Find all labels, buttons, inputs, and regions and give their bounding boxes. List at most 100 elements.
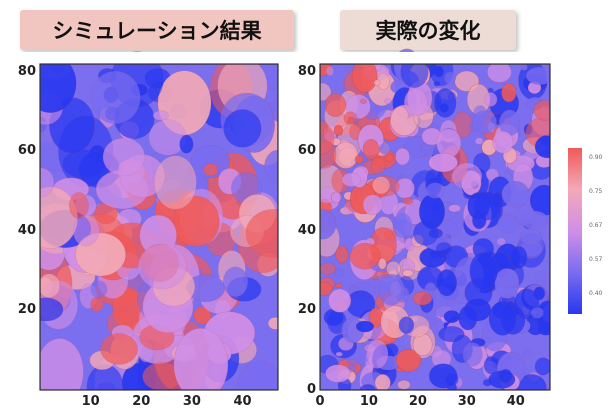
x-tick-label: 20 — [132, 394, 151, 409]
heat-blob — [395, 148, 410, 166]
colorbar-tick-label: 0.40 — [589, 290, 603, 297]
heat-blob — [496, 237, 506, 246]
heat-blob — [349, 242, 381, 270]
heat-blob — [374, 374, 391, 392]
heat-blob — [223, 109, 262, 148]
colorbar-tick-label: 0.90 — [589, 154, 603, 161]
heat-blob — [148, 119, 187, 156]
heat-blob — [341, 172, 361, 187]
heat-blob — [451, 162, 483, 190]
heat-blob — [90, 297, 104, 312]
heat-blob — [393, 213, 413, 239]
heat-blob — [413, 220, 439, 246]
heat-blob — [458, 305, 478, 331]
heat-blob — [362, 138, 380, 160]
heat-blob — [520, 63, 528, 71]
heat-blob — [377, 273, 405, 306]
x-tick-label: 20 — [408, 394, 427, 409]
heat-blob — [102, 137, 146, 177]
heat-blob — [515, 204, 535, 226]
heat-blob — [434, 88, 457, 118]
y-tick-label: 20 — [17, 302, 36, 318]
heat-blob — [444, 71, 457, 85]
heat-blob — [193, 306, 212, 325]
heat-blob — [443, 310, 460, 323]
heat-blob — [354, 154, 364, 164]
heat-blob — [402, 269, 414, 277]
heat-blob — [395, 348, 422, 372]
heat-blob — [492, 131, 514, 154]
heat-blob — [488, 301, 517, 336]
y-tick-label: 80 — [17, 63, 36, 79]
heat-blob — [483, 92, 498, 107]
x-tick-label: 30 — [457, 394, 476, 409]
actual-change-title-text: 実際の変化 — [375, 19, 481, 43]
heat-blob — [38, 273, 60, 298]
colorbar-tick-label: 0.67 — [589, 222, 603, 229]
heat-blob — [222, 266, 249, 297]
heat-blob — [412, 291, 433, 306]
heat-blob — [179, 134, 194, 154]
heat-blob — [335, 245, 349, 264]
heat-blob — [325, 66, 334, 76]
colorbar — [568, 148, 582, 314]
heat-blob — [475, 137, 484, 145]
simulation-title-text: シミュレーション結果 — [52, 19, 262, 43]
y-tick-label: 60 — [297, 143, 316, 159]
y-tick-label: 40 — [17, 222, 36, 238]
heat-blob — [371, 176, 391, 195]
heat-blob — [362, 194, 383, 215]
heat-blob — [173, 196, 220, 247]
y-tick-label: 0 — [306, 382, 316, 397]
heat-blob — [69, 192, 89, 219]
heat-blob — [72, 215, 100, 247]
actual-change-title: 実際の変化 — [340, 10, 516, 50]
heat-blob — [330, 191, 342, 204]
heat-blob — [534, 357, 552, 376]
colorbar-tick-label: 0.57 — [589, 256, 603, 263]
heat-blob — [530, 307, 544, 319]
heat-blob — [383, 98, 392, 104]
heat-blob — [359, 98, 367, 105]
heat-blob — [398, 316, 415, 334]
heat-blob — [137, 243, 187, 290]
y-tick-label: 40 — [297, 222, 316, 238]
heat-blob — [462, 342, 483, 367]
heat-blob — [203, 163, 219, 176]
heat-blob — [445, 372, 459, 386]
heat-blob — [501, 83, 517, 103]
heat-blob — [498, 368, 513, 384]
heat-blob — [523, 347, 532, 359]
heat-blob — [333, 268, 345, 278]
heat-blob — [425, 182, 446, 199]
heat-blob — [154, 155, 197, 210]
heat-blob — [497, 214, 519, 234]
x-tick-label: 40 — [506, 394, 525, 409]
heat-blob — [494, 268, 520, 299]
heat-blob — [152, 110, 170, 121]
heat-blob — [100, 333, 138, 365]
heat-blob — [386, 260, 401, 277]
y-tick-label: 20 — [297, 302, 316, 318]
heat-blob — [448, 204, 461, 213]
heat-blob — [350, 286, 358, 292]
heat-blob — [333, 124, 344, 136]
heat-blob — [404, 88, 428, 117]
colorbar-tick-label: 0.75 — [589, 188, 603, 195]
x-tick-label: 0 — [315, 394, 325, 409]
heat-blob — [402, 197, 414, 205]
heat-blob — [90, 280, 108, 299]
heat-blob — [534, 270, 550, 284]
heat-blob — [379, 142, 391, 155]
heat-blob — [366, 339, 389, 369]
x-tick-label: 10 — [359, 394, 378, 409]
x-tick-label: 30 — [182, 394, 201, 409]
heat-blob — [319, 262, 336, 276]
heat-blob — [90, 70, 141, 124]
heat-blob — [510, 246, 528, 269]
y-tick-label: 80 — [297, 63, 316, 79]
actual-change-heatmap — [307, 48, 560, 402]
x-tick-label: 10 — [81, 394, 100, 409]
heat-blob — [335, 351, 343, 357]
heat-blob — [377, 257, 387, 270]
